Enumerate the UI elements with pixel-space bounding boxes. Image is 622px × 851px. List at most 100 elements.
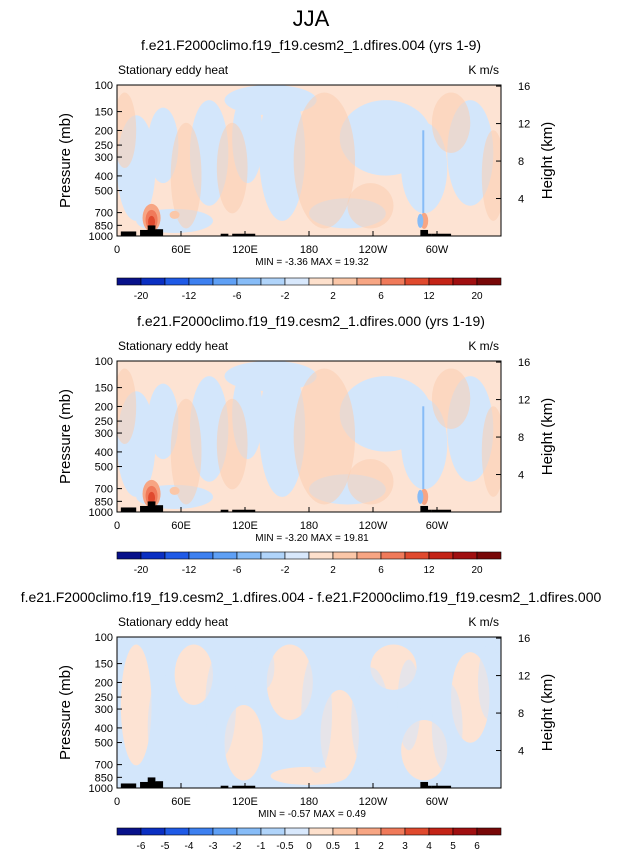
y-tick-label: 850 — [95, 496, 113, 508]
colorbar-label: -4 — [185, 841, 194, 851]
colorbar-box — [308, 277, 334, 286]
y2-tick-label: 4 — [518, 194, 524, 206]
y-tick-label: 300 — [95, 428, 113, 440]
topography — [420, 505, 429, 512]
panel-units-label: K m/s — [468, 615, 499, 629]
colorbar-label: 12 — [423, 291, 435, 302]
x-tick-label: 120W — [359, 244, 388, 256]
colorbar-box — [332, 551, 358, 560]
contour-region — [170, 122, 202, 229]
hotspot-core — [148, 215, 156, 228]
panel-1-field — [117, 85, 501, 236]
y2-axis-label: Height (km) — [539, 122, 556, 200]
y-tick-label: 250 — [95, 692, 113, 704]
andes-feature — [422, 406, 425, 490]
y-tick-label: 200 — [95, 677, 113, 689]
x-tick-label: 180 — [300, 520, 318, 532]
contour-region — [431, 368, 471, 429]
page-title: JJA — [292, 6, 330, 31]
colorbar-box — [356, 551, 382, 560]
x-tick-label: 60E — [171, 520, 191, 532]
colorbar-label: 20 — [471, 291, 483, 302]
y2-tick-label: 4 — [518, 746, 524, 758]
colorbar — [116, 551, 502, 560]
colorbar-label: -3 — [209, 841, 218, 851]
colorbar-label: 2 — [330, 291, 336, 302]
x-tick-label: 120E — [232, 520, 258, 532]
colorbar-box — [260, 277, 286, 286]
y-tick-label: 250 — [95, 140, 113, 152]
colorbar-box — [188, 827, 214, 836]
x-tick-label: 180 — [300, 244, 318, 256]
colorbar-box — [452, 551, 478, 560]
panel-3-title: f.e21.F2000climo.f19_f19.cesm2_1.dfires.… — [20, 589, 602, 605]
colorbar-label: 12 — [423, 565, 435, 576]
y2-tick-label: 8 — [518, 156, 524, 168]
colorbar-box — [404, 827, 430, 836]
contour-region — [147, 383, 179, 460]
contour-region — [397, 659, 421, 751]
colorbar-label: 5 — [450, 841, 456, 851]
x-tick-label: 0 — [114, 520, 120, 532]
colorbar-box — [380, 277, 406, 286]
colorbar-label: 20 — [471, 565, 483, 576]
colorbar-box — [140, 827, 166, 836]
panel-2 — [116, 360, 502, 560]
y-tick-label: 100 — [95, 356, 113, 368]
topography — [120, 507, 137, 512]
x-tick-label: 0 — [114, 796, 120, 808]
colorbar-label: 2 — [330, 565, 336, 576]
colorbar-box — [308, 827, 334, 836]
topography — [220, 785, 229, 788]
panel-units-label: K m/s — [468, 63, 499, 77]
x-tick-label: 0 — [114, 244, 120, 256]
contour-region — [120, 644, 152, 766]
colorbar-box — [140, 277, 166, 286]
y2-tick-label: 8 — [518, 432, 524, 444]
contour-region — [216, 122, 248, 214]
colorbar-box — [380, 551, 406, 560]
colorbar-label: -2 — [281, 565, 290, 576]
colorbar-label: -20 — [134, 565, 149, 576]
topography — [220, 509, 229, 512]
colorbar-box — [212, 551, 238, 560]
colorbar-box — [404, 551, 430, 560]
contour-region — [347, 459, 394, 505]
colorbar-label: -12 — [182, 565, 197, 576]
andes-cold — [417, 213, 424, 228]
y-tick-label: 200 — [95, 125, 113, 137]
y-tick-label: 400 — [95, 723, 113, 735]
colorbar-box — [188, 551, 214, 560]
contour-region — [216, 398, 248, 490]
y2-tick-label: 12 — [518, 671, 530, 683]
x-tick-label: 60W — [426, 520, 449, 532]
contour-region — [477, 644, 501, 721]
contour-region — [431, 92, 471, 153]
panel-3 — [116, 636, 502, 836]
colorbar-label: -2 — [281, 291, 290, 302]
contour-region — [431, 682, 463, 773]
x-tick-label: 180 — [300, 796, 318, 808]
x-tick-label: 120W — [359, 796, 388, 808]
topography — [120, 783, 137, 788]
contour-region — [351, 667, 390, 773]
y-axis-label: Pressure (mb) — [57, 389, 74, 484]
colorbar — [116, 827, 502, 836]
colorbar-label: -6 — [233, 291, 242, 302]
colorbar-box — [332, 827, 358, 836]
panel-units-label: K m/s — [468, 339, 499, 353]
contour-region — [174, 644, 213, 705]
topography — [120, 231, 137, 236]
colorbar-box — [164, 827, 190, 836]
colorbar-box — [236, 551, 262, 560]
colorbar-label: 1 — [354, 841, 360, 851]
colorbar-box — [116, 827, 142, 836]
colorbar-label: -1 — [257, 841, 266, 851]
y-tick-label: 400 — [95, 447, 113, 459]
colorbar-box — [212, 277, 238, 286]
y2-axis-label: Height (km) — [539, 674, 556, 752]
y2-tick-label: 16 — [518, 357, 530, 369]
panel-3-field — [117, 637, 501, 788]
topography — [232, 233, 256, 236]
